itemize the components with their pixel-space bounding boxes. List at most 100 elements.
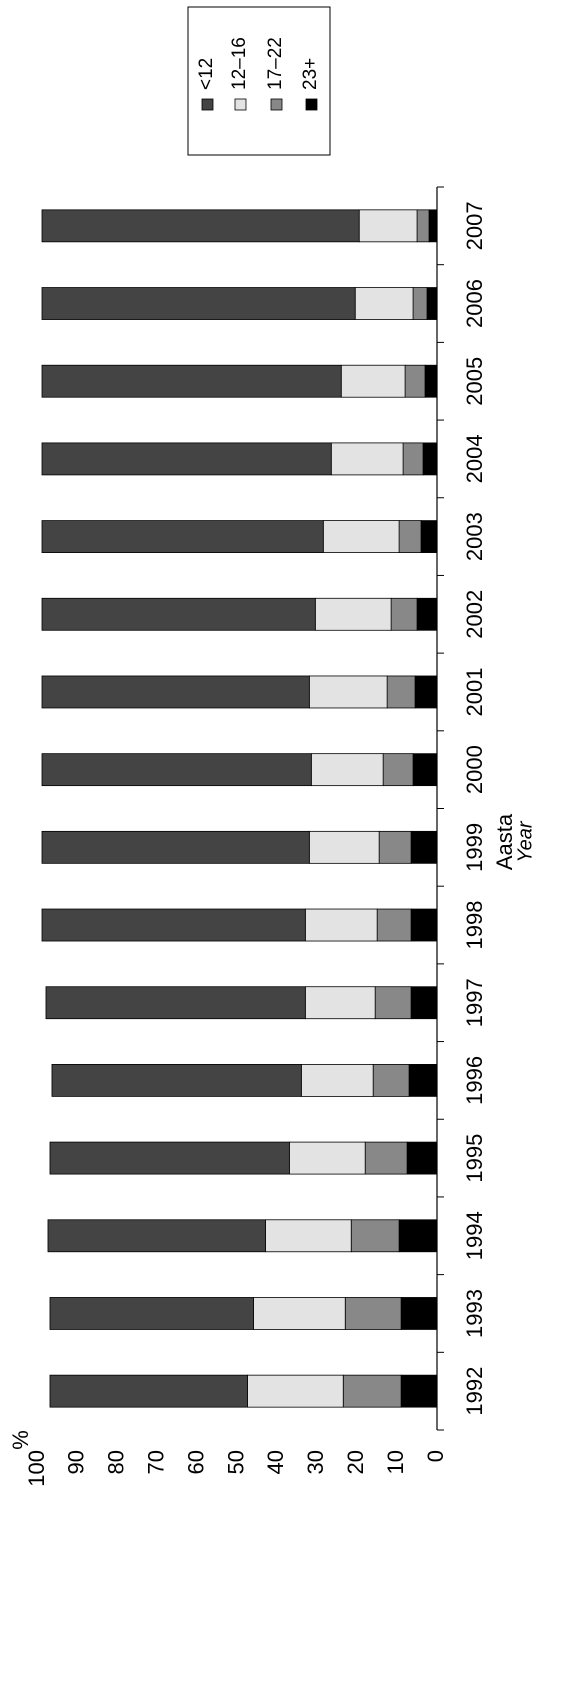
bar-segment-1995-17-22 <box>364 1141 408 1175</box>
bar-segment-1994-17-22 <box>350 1219 400 1253</box>
legend: <12 12–16 17–22 23+ <box>187 6 331 156</box>
year-label-2006: 2006 <box>462 279 487 328</box>
bar-segment-1993-17-22 <box>344 1297 402 1330</box>
value-tick-label: 70 <box>144 1450 169 1474</box>
x-axis-year-ticks: 1992 1993 1994 1995 1996 1997 1998 1999 2000 2001… <box>437 186 487 1431</box>
year-label-2001: 2001 <box>462 667 487 716</box>
value-tick-label: 40 <box>263 1450 288 1474</box>
bar-segment-2001-12-16 <box>308 675 388 709</box>
bar-segment-2002-12-16 <box>314 597 392 631</box>
bar-segment-2001-23+ <box>414 675 438 709</box>
year-label-1997: 1997 <box>462 978 487 1027</box>
bar-segment-1992--12 <box>49 1374 248 1408</box>
legend-label: 12–16 <box>229 37 250 90</box>
bar-segment-1997-17-22 <box>374 986 412 1020</box>
year-label-2005: 2005 <box>462 357 487 406</box>
bar-segment-1997-23+ <box>410 986 438 1020</box>
bar-segment-2000-17-22 <box>382 753 414 787</box>
bar-segment-2000-12-16 <box>310 753 384 787</box>
bar-segment-2004-12-16 <box>330 442 404 476</box>
legend-label: 23+ <box>300 58 321 90</box>
value-tick-label: 100 <box>24 1450 49 1487</box>
y-axis-ticks: 0 10 20 30 40 50 60 70 80 90 100 <box>24 1450 448 1487</box>
x-axis-label-english: Year <box>514 820 536 862</box>
bar-segment-1992-23+ <box>400 1374 438 1408</box>
year-label-1994: 1994 <box>462 1211 487 1260</box>
bar-segment-2005-23+ <box>424 364 438 398</box>
bar-segment-1995-12-16 <box>288 1141 366 1175</box>
year-label-2004: 2004 <box>462 434 487 483</box>
year-label-1998: 1998 <box>462 901 487 950</box>
bar-segment-2005--12 <box>41 364 342 398</box>
bar-segment-1996-17-22 <box>372 1064 410 1097</box>
bar-segment-2006-17-22 <box>412 287 428 320</box>
bar-segment-2005-17-22 <box>404 364 426 398</box>
bar-segment-1998-23+ <box>410 908 438 942</box>
bar-segment-1996--12 <box>51 1064 302 1097</box>
bar-segment-2003-12-16 <box>322 520 400 553</box>
bar-segment-2007-23+ <box>428 209 438 243</box>
year-label-1995: 1995 <box>462 1134 487 1183</box>
bar-segment-1992-12-16 <box>247 1374 344 1408</box>
bar-segment-2005-12-16 <box>340 364 406 398</box>
bar-segment-1993-23+ <box>400 1297 438 1330</box>
bar-segment-2003-17-22 <box>398 520 422 553</box>
bar-segment-2006-12-16 <box>354 287 414 320</box>
bar-segment-2007-17-22 <box>416 209 430 243</box>
legend-label: 17–22 <box>265 37 286 90</box>
legend-swatch <box>270 98 283 111</box>
bar-segment-1997--12 <box>45 986 306 1020</box>
bar-segment-1998--12 <box>41 908 306 942</box>
bar-segment-1993--12 <box>49 1297 254 1330</box>
bar-segment-1993-12-16 <box>253 1297 346 1330</box>
value-tick-label: 0 <box>423 1450 448 1462</box>
year-label-2007: 2007 <box>462 201 487 250</box>
bar-segment-2003-23+ <box>420 520 438 553</box>
year-label-2000: 2000 <box>462 745 487 794</box>
bar-segment-1999-12-16 <box>308 830 380 864</box>
bar-segment-1997-12-16 <box>304 986 376 1020</box>
value-tick-label: 90 <box>64 1450 89 1474</box>
year-label-2003: 2003 <box>462 512 487 561</box>
legend-swatch <box>234 98 247 111</box>
bar-segment-1998-12-16 <box>304 908 378 942</box>
bar-segment-2002-17-22 <box>390 597 418 631</box>
value-tick-label: 80 <box>104 1450 129 1474</box>
legend-swatch <box>305 98 318 111</box>
bar-segment-1996-12-16 <box>300 1064 374 1097</box>
bar-segment-1995-23+ <box>406 1141 438 1175</box>
value-tick-label: 20 <box>343 1450 368 1474</box>
bar-segment-2003--12 <box>41 520 324 553</box>
bar-segment-1999-23+ <box>410 830 438 864</box>
bar-segment-1996-23+ <box>408 1064 438 1097</box>
year-label-1992: 1992 <box>462 1367 487 1416</box>
bar-segment-1999-17-22 <box>378 830 412 864</box>
bar-segment-1995--12 <box>49 1141 290 1175</box>
value-tick-label: 10 <box>383 1450 408 1474</box>
bar-segment-2002-23+ <box>416 597 438 631</box>
value-tick-label: 50 <box>223 1450 248 1474</box>
bar-segment-2000-23+ <box>412 753 438 787</box>
legend-box <box>187 6 331 156</box>
bar-segment-2002--12 <box>41 597 316 631</box>
x-axis-label: Aasta <box>492 813 517 870</box>
chart-bars <box>41 209 438 1408</box>
bar-segment-2006-23+ <box>426 287 438 320</box>
bar-segment-2000--12 <box>41 753 312 787</box>
legend-label: <12 <box>196 58 217 90</box>
bar-segment-2004--12 <box>41 442 332 476</box>
bar-segment-1992-17-22 <box>342 1374 402 1408</box>
value-tick-label: 30 <box>303 1450 328 1474</box>
bar-segment-1998-17-22 <box>376 908 412 942</box>
bar-segment-2001-17-22 <box>386 675 416 709</box>
bar-segment-1994-23+ <box>398 1219 438 1253</box>
bar-segment-1999--12 <box>41 830 310 864</box>
bar-segment-2007-12-16 <box>358 209 418 243</box>
bar-segment-1994-12-16 <box>265 1219 352 1253</box>
year-label-1996: 1996 <box>462 1056 487 1105</box>
year-label-1993: 1993 <box>462 1289 487 1338</box>
value-tick-label: 60 <box>183 1450 208 1474</box>
bar-segment-2004-17-22 <box>402 442 424 476</box>
bar-segment-2004-23+ <box>422 442 438 476</box>
